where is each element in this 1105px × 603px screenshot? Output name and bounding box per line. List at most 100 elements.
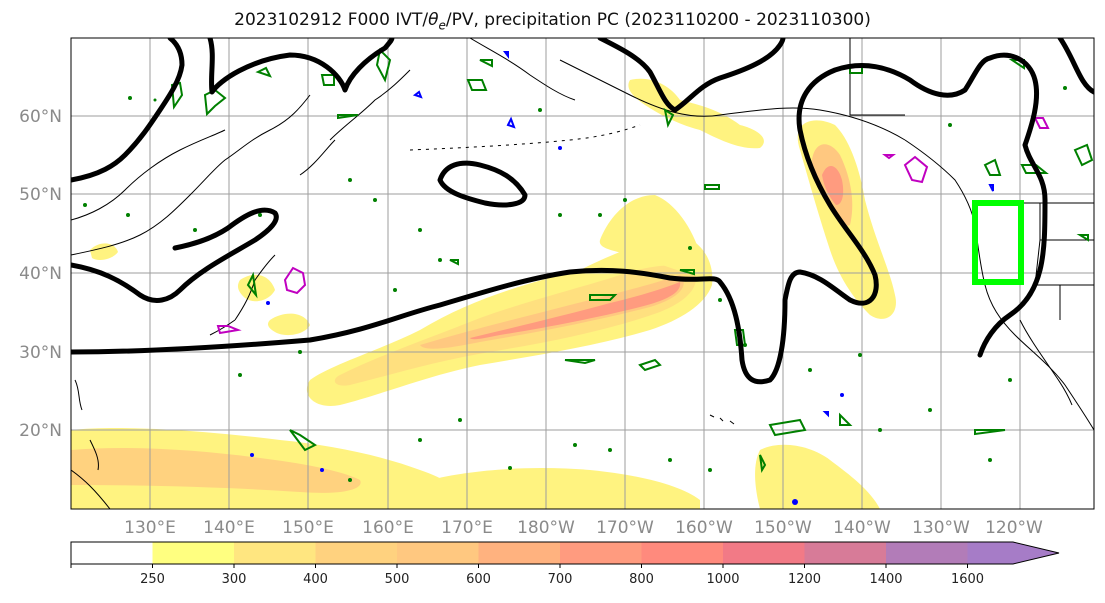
colorbar-label: 1000: [706, 572, 739, 587]
colorbar-label: 800: [629, 572, 654, 587]
magenta-contour: [283, 266, 307, 295]
pv-contour: [638, 358, 662, 372]
lon-label: 130°E: [124, 518, 176, 538]
aleutian-chain: [409, 124, 641, 151]
pv-contour: [246, 271, 258, 299]
title-theta-sub: e: [438, 18, 446, 33]
asia-coast-2: [71, 129, 226, 221]
colorbar-label: 600: [466, 572, 491, 587]
top-contour: [207, 38, 395, 95]
colorbar-label: 1200: [788, 572, 821, 587]
lon-label: 170°W: [596, 518, 654, 538]
ivt-band-main-4: [470, 282, 681, 340]
colorbar-segment: [560, 542, 642, 564]
pv-contour: [466, 79, 488, 91]
highlight-box: [972, 200, 1024, 285]
magenta-contour: [216, 325, 242, 335]
ivt-plume-ne-3: [822, 165, 844, 205]
ivt-blob-far-west: [90, 243, 118, 260]
pv-contour: [704, 184, 720, 190]
blue-contour: [988, 184, 994, 192]
lon-label: 150°W: [754, 518, 812, 538]
kamchatka-coast: [329, 69, 411, 141]
lon-label: 140°E: [203, 518, 255, 538]
west-contour-2: [71, 207, 279, 303]
colorbar-segment: [967, 542, 1059, 564]
title-prefix: 2023102912 F000 IVT/: [234, 10, 429, 30]
ivt-band-north: [599, 195, 705, 276]
colorbar: 250 300 400 500 600 700 800 1000 1200 1400 1600: [70, 541, 1060, 587]
colorbar-label: 250: [140, 572, 165, 587]
pv-contour: [1073, 143, 1094, 167]
magenta-contour: [882, 154, 896, 160]
colorbar-label: 300: [222, 572, 247, 587]
pv-contour: [839, 412, 853, 426]
loop-contour: [437, 160, 528, 208]
ivt-blob-japan: [237, 274, 275, 302]
pv-contour: [449, 259, 459, 266]
sw-pacific-islands: [71, 469, 111, 509]
alaska-border: [849, 38, 905, 116]
lon-label: 160°W: [675, 518, 733, 538]
blue-contour: [503, 51, 509, 59]
figure-title: 2023102912 F000 IVT/θe/PV, precipitation…: [0, 10, 1105, 32]
philippines: [74, 379, 99, 471]
alaska-contour: [597, 38, 786, 113]
colorbar-segment: [152, 542, 235, 564]
blue-dots: [250, 146, 844, 505]
colorbar-outline: [70, 541, 1060, 565]
black-contours: [71, 38, 1094, 385]
colorbar-segment: [804, 542, 887, 564]
coastlines: [71, 38, 1094, 509]
colorbar-label: 500: [385, 572, 410, 587]
colorbar-segment: [478, 542, 561, 564]
magenta-contour: [903, 155, 929, 184]
ivt-tropical-mid: [420, 468, 700, 509]
japan-coast-2: [209, 319, 236, 336]
colorbar-segment: [315, 542, 398, 564]
lat-labels: 60°N 50°N 40°N 30°N 20°N: [19, 107, 62, 441]
pv-contour: [320, 74, 335, 86]
japan-coast: [234, 254, 276, 321]
colorbar-segment: [234, 542, 316, 564]
ivt-tropical-left-2: [71, 447, 361, 493]
colorbar-segment: [723, 542, 805, 564]
lat-label: 50°N: [19, 185, 62, 205]
blue-contour: [822, 411, 829, 418]
main-contour: [71, 52, 1048, 385]
kamchatka-coast-2: [299, 139, 336, 176]
pv-contour: [255, 66, 272, 78]
pv-contour: [974, 429, 1006, 436]
alaska-coast: [559, 59, 906, 141]
lon-label: 150°E: [282, 518, 334, 538]
pv-contour: [983, 158, 1002, 176]
lat-label: 40°N: [19, 264, 62, 284]
colorbar-segment: [886, 542, 968, 564]
north-right-contour: [1057, 38, 1094, 95]
lon-label: 120°W: [985, 518, 1043, 538]
alaska-coast-2: [469, 38, 576, 101]
pv-contour: [589, 294, 618, 301]
blue-contour: [412, 90, 423, 99]
pv-contour: [289, 429, 317, 452]
lon-label: 160°E: [362, 518, 414, 538]
pv-dots: [83, 86, 1067, 482]
pv-contour: [337, 114, 359, 120]
lon-labels: 130°E 140°E 150°E 160°E 170°E 180°W 170°…: [124, 518, 1043, 538]
colorbar-label: 700: [548, 572, 573, 587]
lat-label: 60°N: [19, 107, 62, 127]
pv-contour: [1076, 234, 1089, 242]
pv-contour: [679, 269, 695, 276]
pv-contour: [768, 418, 807, 437]
pv-contour: [479, 59, 493, 68]
blue-contours: [412, 51, 994, 418]
ivt-blob-west: [267, 313, 310, 336]
title-theta: θ: [428, 10, 439, 30]
lon-label: 140°W: [833, 518, 891, 538]
west-contour: [71, 38, 185, 183]
ivt-band-main-3: [420, 275, 684, 349]
lon-label: 130°W: [912, 518, 970, 538]
map-frame: [70, 37, 1095, 510]
colorbar-label: 1400: [869, 572, 902, 587]
baja-coast: [1019, 319, 1073, 406]
